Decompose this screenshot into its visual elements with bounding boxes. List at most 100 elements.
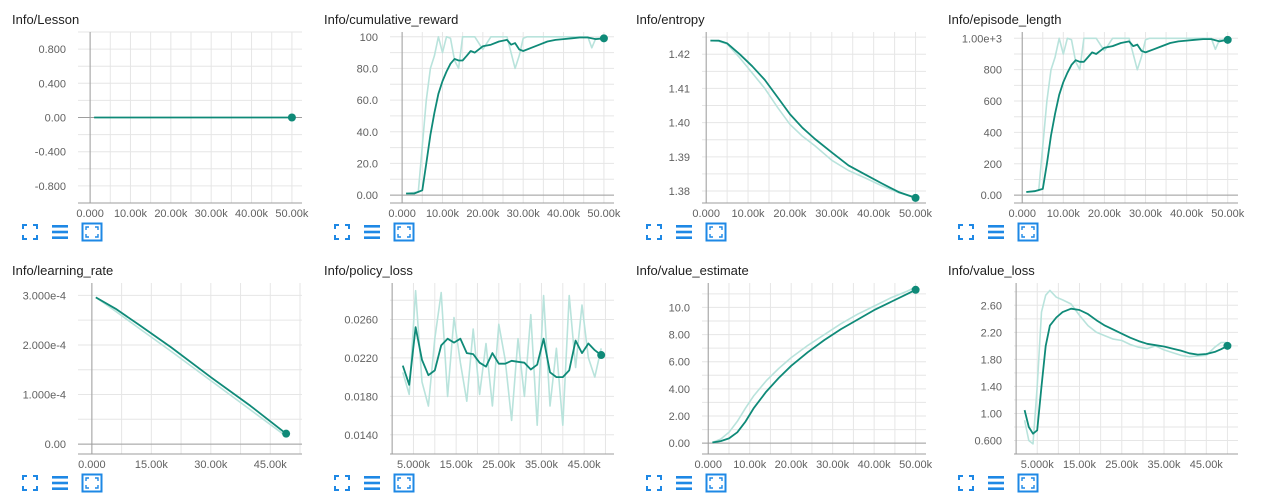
x-tick-label: 50.00k [1211,208,1245,220]
x-tick-label: 0.000 [388,208,416,220]
last-value-point [599,34,608,43]
chart-title: Info/value_loss [948,263,1035,278]
y-tick-label: 0.0220 [344,353,378,365]
x-tick-label: 0.000 [78,459,106,471]
expand-button[interactable] [705,473,727,493]
expand-button[interactable] [81,222,103,242]
chart-card: Info/value_estimate 10.0 8.00 6.00 4.00 2.00 0… [624,251,936,502]
last-value-point [597,351,606,360]
y-tick-label: 0.00 [981,190,1002,202]
fit-domain-button[interactable] [20,473,40,493]
log-scale-button[interactable] [50,473,70,493]
y-tick-label: 1.41 [669,83,690,95]
y-tick-label: 1.000e-4 [23,390,66,402]
toggle-log-scale-icon [52,225,68,239]
y-tick-label: 60.0 [357,95,378,107]
line-chart: 100 80.0 60.0 40.0 20.0 0.00 0.000 10.00k 20.00k… [357,32,621,220]
expand-button[interactable] [81,473,103,493]
x-tick-label: 40.00k [1170,208,1204,220]
expand-button[interactable] [1017,222,1039,242]
x-tick-label: 10.00k [114,208,148,220]
toggle-log-scale-icon [52,476,68,490]
chart-title: Info/learning_rate [12,263,114,278]
x-tick-label: 50.00k [275,208,309,220]
y-tick-label: 2.000e-4 [23,340,66,352]
y-tick-label: 0.00 [357,190,378,202]
log-scale-button[interactable] [674,222,694,242]
toggle-log-scale-icon [988,225,1004,239]
log-scale-button[interactable] [50,222,70,242]
raw-series-line [405,35,604,195]
fit-domain-button[interactable] [332,473,352,493]
fit-domain-button[interactable] [644,473,664,493]
expand-chart-icon [393,222,415,242]
y-tick-label: 2.20 [981,327,1002,339]
smoothed-series-line [401,326,602,386]
y-tick-label: 800 [984,65,1002,77]
x-tick-label: 0.000 [692,208,720,220]
expand-button[interactable] [393,222,415,242]
chart-title: Info/policy_loss [324,263,413,278]
fit-domain-icon [334,224,350,240]
expand-button[interactable] [1017,473,1039,493]
fit-domain-button[interactable] [956,473,976,493]
log-scale-button[interactable] [362,222,382,242]
chart-toolbar [956,222,1046,242]
y-tick-label: 0.00 [669,438,690,450]
y-tick-label: 8.00 [669,330,690,342]
x-tick-label: 20.00k [466,208,500,220]
line-chart: 0.0260 0.0220 0.0180 0.0140 5.000k 15.00k 25.0… [344,283,614,471]
y-tick-label: 0.800 [38,44,66,56]
expand-chart-icon [1017,222,1039,242]
smoothed-series-line [712,288,916,444]
y-tick-label: 1.42 [669,49,690,61]
x-tick-label: 40.00k [857,208,891,220]
x-tick-label: 45.00k [568,459,602,471]
fit-domain-icon [646,224,662,240]
fit-domain-icon [22,475,38,491]
raw-series-line [712,286,916,444]
x-tick-label: 30.00k [194,459,228,471]
chart-title: Info/Lesson [12,12,80,27]
y-tick-label: 6.00 [669,357,690,369]
x-tick-label: 35.00k [1148,459,1182,471]
y-tick-label: 10.0 [669,302,690,314]
y-tick-label: 2.00 [669,411,690,423]
x-tick-label: 20.00k [775,459,809,471]
y-tick-label: 1.00 [981,408,1002,420]
x-tick-label: 45.00k [1190,459,1224,471]
x-tick-label: 0.000 [1008,208,1036,220]
y-tick-label: 0.0140 [344,430,378,442]
y-tick-label: 1.40 [669,118,690,130]
log-scale-button[interactable] [986,222,1006,242]
fit-domain-icon [646,475,662,491]
expand-button[interactable] [705,222,727,242]
raw-series-line [95,296,287,437]
toggle-log-scale-icon [676,225,692,239]
expand-button[interactable] [393,473,415,493]
y-tick-label: -0.800 [35,181,66,193]
y-tick-label: 1.80 [981,354,1002,366]
y-tick-label: 1.38 [669,186,690,198]
fit-domain-icon [958,224,974,240]
fit-domain-button[interactable] [332,222,352,242]
x-tick-label: 35.00k [525,459,559,471]
raw-series-line [402,289,602,426]
line-chart: 10.0 8.00 6.00 4.00 2.00 0.00 0.000 10.00k 20.00… [669,283,933,471]
log-scale-button[interactable] [986,473,1006,493]
fit-domain-icon [958,475,974,491]
fit-domain-button[interactable] [956,222,976,242]
x-tick-label: 40.00k [858,459,892,471]
fit-domain-button[interactable] [644,222,664,242]
smoothed-series-line [1023,307,1228,435]
y-tick-label: 1.40 [981,381,1002,393]
log-scale-button[interactable] [362,473,382,493]
chart-title: Info/episode_length [948,12,1062,27]
fit-domain-icon [334,475,350,491]
x-tick-label: 50.00k [899,208,933,220]
log-scale-button[interactable] [674,473,694,493]
line-chart: 0.800 0.400 0.00 -0.400 -0.800 0.000 10.00k 20.… [35,31,309,220]
fit-domain-button[interactable] [20,222,40,242]
y-tick-label: 100 [360,32,378,44]
raw-series-line [710,39,916,198]
